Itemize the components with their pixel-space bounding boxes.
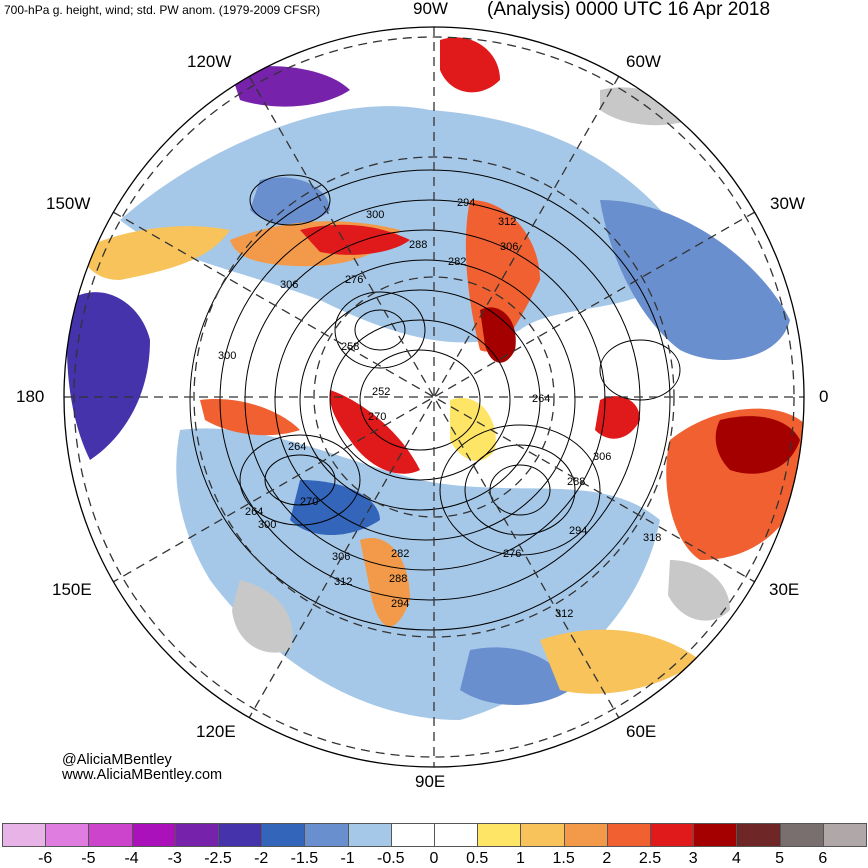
label-0: 0 — [819, 387, 829, 406]
colorbar-tick-label: 2 — [602, 850, 612, 867]
colorbar-cell — [304, 823, 349, 847]
colorbar-cell — [520, 823, 565, 847]
contour-label: 270 — [300, 496, 318, 508]
label-180: 180 — [16, 387, 45, 406]
colorbar-cell — [477, 823, 522, 847]
colorbar-cell — [434, 823, 479, 847]
colorbar-cell — [606, 823, 651, 847]
label-150e: 150E — [52, 580, 92, 599]
colorbar-cell — [390, 823, 435, 847]
contour-label: 312 — [334, 576, 352, 588]
colorbar-tick-label: -4 — [124, 850, 139, 867]
contour-label: 306 — [593, 451, 611, 463]
colorbar-cell — [779, 823, 824, 847]
label-90w: 90W — [413, 0, 448, 18]
contour-label: 306 — [332, 551, 350, 563]
contour-label: 264 — [288, 441, 306, 453]
colorbar-tick-label: -5 — [81, 850, 96, 867]
contour-label: 252 — [372, 386, 390, 398]
label-150w: 150W — [46, 194, 91, 213]
colorbar-cell — [2, 823, 47, 847]
colorbar-tick-label: -6 — [38, 850, 53, 867]
colorbar-cell — [347, 823, 392, 847]
colorbar-cell — [736, 823, 781, 847]
colorbar-tick-label: 5 — [775, 850, 785, 867]
graticule — [64, 27, 804, 767]
colorbar-tick-label: 1 — [515, 850, 525, 867]
contour-label: 282 — [448, 256, 466, 268]
colorbar-cell — [45, 823, 90, 847]
colorbar-tick-label: -1 — [340, 850, 355, 867]
contour-label: 300 — [366, 209, 384, 221]
contour-label: 294 — [569, 525, 587, 537]
contour-label: 258 — [341, 341, 359, 353]
colorbar-tick-label: 6 — [818, 850, 828, 867]
header-left-title: 700-hPa g. height, wind; std. PW anom. (… — [4, 3, 321, 17]
colorbar-cell — [822, 823, 867, 847]
colorbar-tick-label: -2.5 — [204, 850, 232, 867]
label-60w: 60W — [626, 52, 661, 71]
contour-label: 300 — [258, 519, 276, 531]
contour-label: 288 — [567, 476, 585, 488]
colorbar-tick-label: -0.5 — [377, 850, 405, 867]
label-120e: 120E — [196, 722, 236, 741]
contour-label: 306 — [500, 241, 518, 253]
colorbar-cell — [261, 823, 306, 847]
header-right-title: (Analysis) 0000 UTC 16 Apr 2018 — [487, 0, 771, 20]
height-contours — [189, 169, 681, 631]
contour-label: 288 — [389, 573, 407, 585]
label-60e: 60E — [626, 722, 657, 741]
colorbar-tick-label: -2 — [254, 850, 269, 867]
colorbar-cell — [693, 823, 738, 847]
contour-label: 270 — [368, 411, 386, 423]
header: 700-hPa g. height, wind; std. PW anom. (… — [0, 0, 868, 22]
contour-label: 282 — [391, 548, 409, 560]
contour-label: 318 — [643, 532, 661, 544]
contour-label: 264 — [245, 506, 263, 518]
colorbar-cell — [218, 823, 263, 847]
contour-label: 312 — [555, 608, 573, 620]
colorbar-cell — [88, 823, 133, 847]
label-30w: 30W — [770, 194, 805, 213]
label-90e: 90E — [415, 772, 446, 791]
colorbar-tick-label: 0 — [429, 850, 439, 867]
map-boundary — [63, 26, 805, 768]
colorbar-cell — [650, 823, 695, 847]
contour-label: 294 — [457, 197, 475, 209]
credit-handle: @AliciaMBentley — [62, 752, 172, 768]
contour-label: 294 — [391, 598, 409, 610]
colorbar-tick-label: 0.5 — [466, 850, 489, 867]
contour-label: 312 — [498, 216, 516, 228]
colorbar-tick-label: 4 — [731, 850, 741, 867]
contour-label: 300 — [218, 350, 236, 362]
contour-label: 276 — [503, 548, 521, 560]
colorbar-cell — [174, 823, 219, 847]
label-30e: 30E — [769, 580, 800, 599]
contour-labels: 294 300 312 306 288 282 276 306 300 258 … — [218, 197, 661, 620]
credit-website: www.AliciaMBentley.com — [62, 767, 223, 783]
contour-label: 276 — [345, 274, 363, 286]
colorbar-tick-label: -3 — [167, 850, 182, 867]
label-120w: 120W — [187, 52, 232, 71]
colorbar-cell — [563, 823, 608, 847]
colorbar-tick-label: 1.5 — [552, 850, 575, 867]
colorbar-tick-label: 3 — [688, 850, 698, 867]
colorbar-cell — [131, 823, 176, 847]
colorbar-tick-label: -1.5 — [290, 850, 319, 867]
contour-label: 306 — [280, 279, 298, 291]
contour-label: 264 — [532, 393, 550, 405]
contour-label: 288 — [409, 239, 427, 251]
colorbar-tick-label: 2.5 — [638, 850, 662, 867]
